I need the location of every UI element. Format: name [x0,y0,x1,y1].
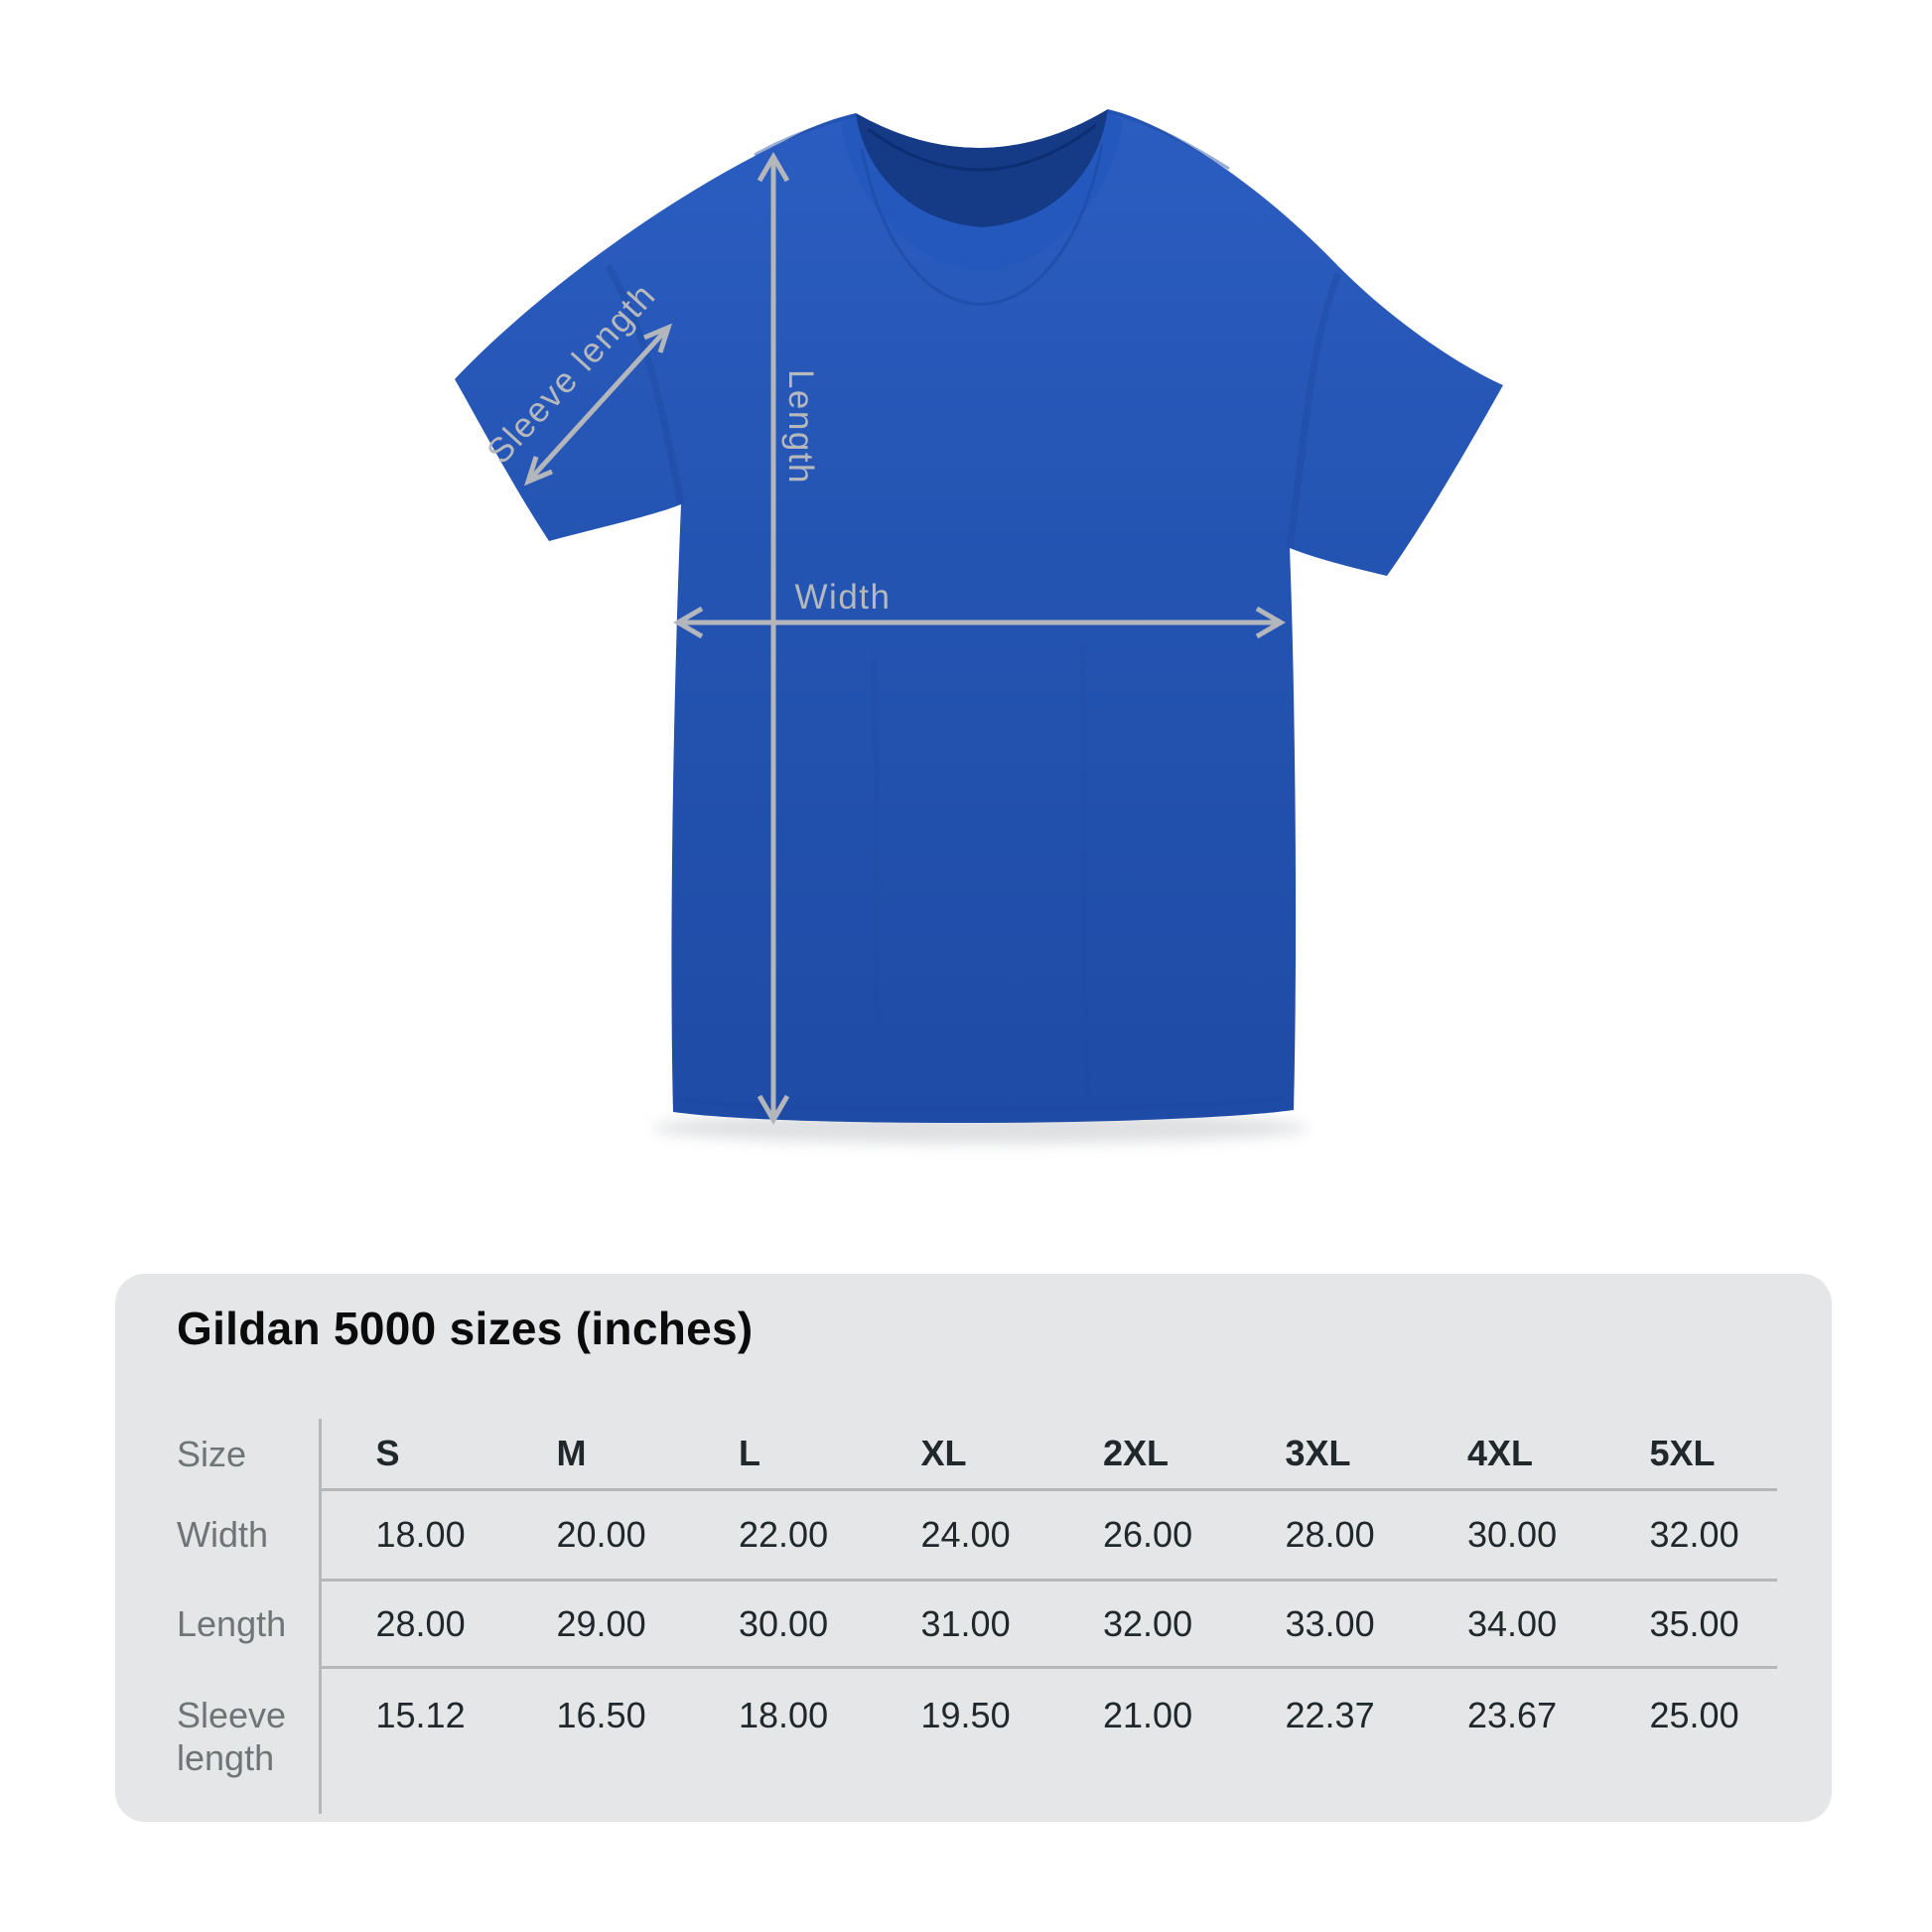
arrowhead-right [1255,606,1286,639]
size-chart-card: Gildan 5000 sizes (inches) Size S M L XL… [115,1274,1832,1822]
table-cell: 26.00 [1048,1489,1231,1582]
table-cell: 15.12 [318,1667,502,1814]
collar-back-seam [867,123,1097,172]
length-arrow [757,152,790,1125]
length-label: Length [781,369,820,484]
row-label-width: Width [177,1514,269,1556]
arrowhead-upper [643,323,673,353]
table-cell: 33.00 [1230,1580,1413,1669]
table-cell: 29.00 [501,1580,684,1669]
left-armhole-crease [605,264,685,505]
tshirt-body [455,109,1503,1124]
size-header-row: Size S M L XL 2XL 3XL 4XL 5XL [177,1419,1777,1491]
width-arrow [673,606,1286,639]
table-cell: 35.00 [1594,1580,1777,1669]
left-shoulder-seam [754,113,857,157]
table-cell: 22.37 [1285,1695,1375,1735]
column-header-l: L [684,1419,867,1491]
table-cell: 31.00 [866,1580,1048,1669]
table-cell: 24.00 [866,1489,1048,1582]
column-header-5xl: 5XL [1594,1419,1777,1491]
body-fold-right [1079,644,1091,1093]
table-cell: 21.00 [1103,1695,1193,1735]
table-cell: 16.50 [556,1695,646,1735]
column-header-4xl: 4XL [1413,1419,1595,1491]
table-cell: 30.00 [1413,1489,1595,1582]
column-header-3xl: 3XL [1230,1419,1413,1491]
table-cell: 22.00 [684,1489,867,1582]
column-header-s: S [318,1419,502,1491]
table-cell: 34.00 [1413,1580,1595,1669]
table-cell: 32.00 [1594,1489,1777,1582]
table-cell: 30.00 [684,1580,867,1669]
length-row: Length 28.00 29.00 30.00 31.00 32.00 33.… [177,1580,1777,1669]
right-shoulder-seam [1107,109,1230,171]
table-cell: 18.00 [739,1695,829,1735]
measurement-arrows [523,152,1286,1125]
sleeve-length-row: Sleeve length 15.12 16.50 18.00 19.50 21… [177,1667,1777,1814]
table-cell: 18.00 [318,1489,502,1582]
row-label-sleeve-length: Sleeve length [177,1694,287,1778]
table-cell: 28.00 [1230,1489,1413,1582]
table-cell: 32.00 [1048,1580,1231,1669]
size-corner-label: Size [177,1434,247,1475]
body-fold-left [871,654,885,1098]
column-header-xl: XL [866,1419,1048,1491]
collar-stitch [860,144,1104,306]
hem-stitch [684,1095,1284,1113]
sleeve-length-arrow [523,323,673,486]
table-cell: 20.00 [501,1489,684,1582]
right-armhole-crease [1286,272,1342,549]
table-cell: 19.50 [920,1695,1011,1735]
width-row: Width 18.00 20.00 22.00 24.00 26.00 28.0… [177,1489,1777,1582]
size-table: Size S M L XL 2XL 3XL 4XL 5XL Width 18.0… [177,1419,1777,1814]
arrowhead-up [757,152,790,183]
arrowhead-lower [523,456,553,486]
row-label-length: Length [177,1602,287,1644]
table-cell: 23.67 [1467,1695,1558,1735]
column-header-2xl: 2XL [1048,1419,1231,1491]
arrowhead-down [757,1094,790,1125]
table-cell: 28.00 [318,1580,502,1669]
arrowhead-left [673,606,704,639]
table-cell: 25.00 [1649,1695,1739,1735]
collar-band [841,109,1123,271]
width-label: Width [795,578,892,617]
card-title: Gildan 5000 sizes (inches) [177,1303,754,1354]
column-header-m: M [501,1419,684,1491]
